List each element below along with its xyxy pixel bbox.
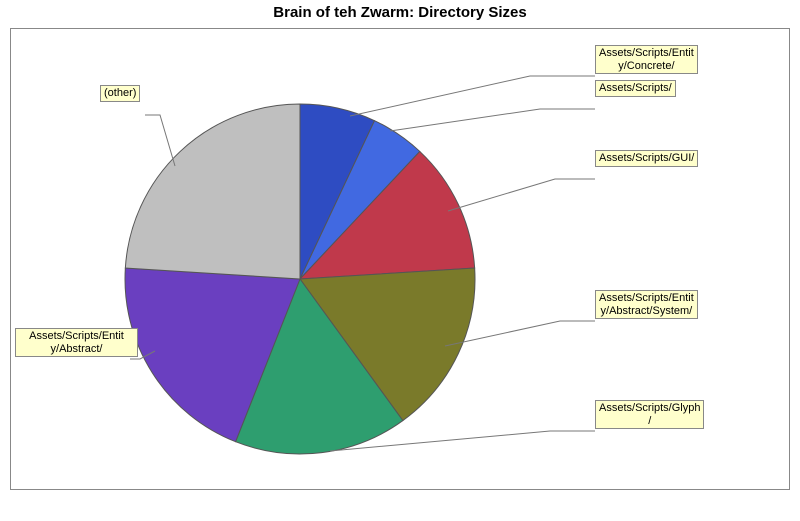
chart-title: Brain of teh Zwarm: Directory Sizes [0, 0, 800, 21]
label-gui: Assets/Scripts/GUI/ [595, 150, 698, 167]
label-entity-abstract: Assets/Scripts/Entit y/Abstract/ [15, 328, 138, 357]
label-entity-concrete: Assets/Scripts/Entit y/Concrete/ [595, 45, 698, 74]
label-entity-abstract-system: Assets/Scripts/Entit y/Abstract/System/ [595, 290, 698, 319]
label-scripts-root: Assets/Scripts/ [595, 80, 676, 97]
label-glyph: Assets/Scripts/Glyph / [595, 400, 704, 429]
label-other: (other) [100, 85, 140, 102]
